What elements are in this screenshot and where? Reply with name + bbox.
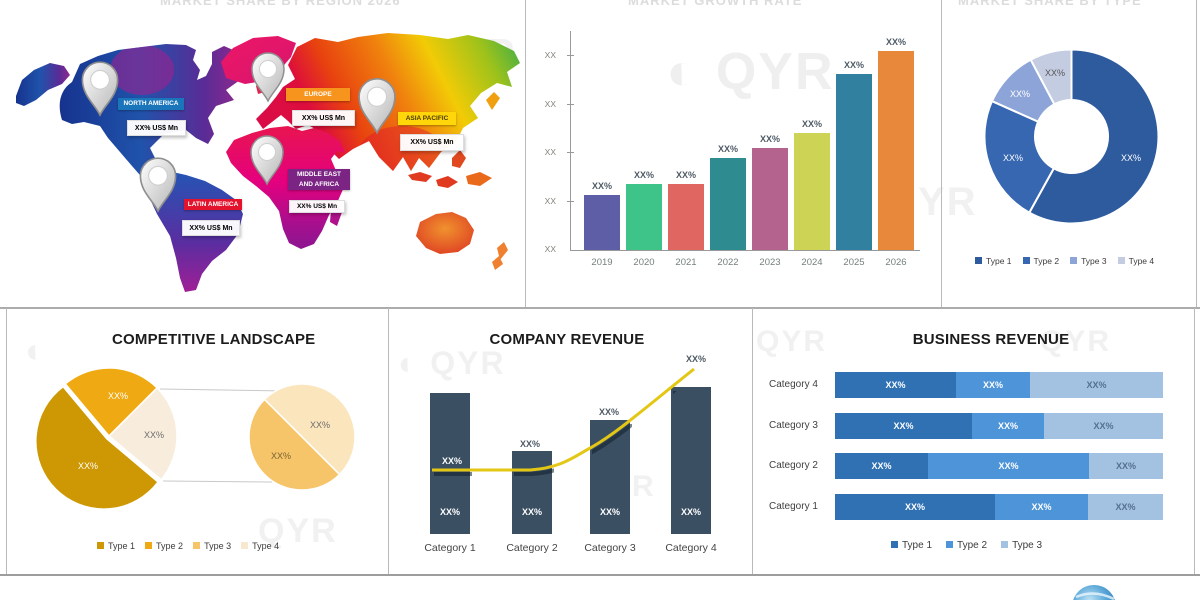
svg-text:XX%: XX%	[600, 507, 620, 517]
svg-text:Category 2: Category 2	[506, 542, 558, 554]
svg-text:Category 1: Category 1	[424, 542, 476, 554]
svg-text:XX%: XX%	[520, 439, 540, 449]
svg-text:XX%: XX%	[144, 430, 164, 440]
svg-text:XX%: XX%	[1121, 153, 1141, 163]
svg-text:XX%: XX%	[271, 451, 291, 461]
svg-text:XX%: XX%	[522, 507, 542, 517]
svg-text:XX%: XX%	[1003, 153, 1023, 163]
svg-text:XX%: XX%	[681, 507, 701, 517]
svg-text:Category 4: Category 4	[665, 542, 717, 554]
svg-text:XX%: XX%	[442, 456, 462, 466]
svg-text:Category 3: Category 3	[584, 542, 636, 554]
svg-text:XX%: XX%	[686, 354, 706, 364]
svg-text:XX%: XX%	[108, 391, 128, 401]
svg-text:XX%: XX%	[1045, 68, 1065, 78]
svg-text:XX%: XX%	[599, 407, 619, 417]
svg-text:XX%: XX%	[78, 461, 98, 471]
svg-text:XX%: XX%	[310, 420, 330, 430]
svg-text:XX%: XX%	[1010, 89, 1030, 99]
svg-text:XX%: XX%	[440, 507, 460, 517]
